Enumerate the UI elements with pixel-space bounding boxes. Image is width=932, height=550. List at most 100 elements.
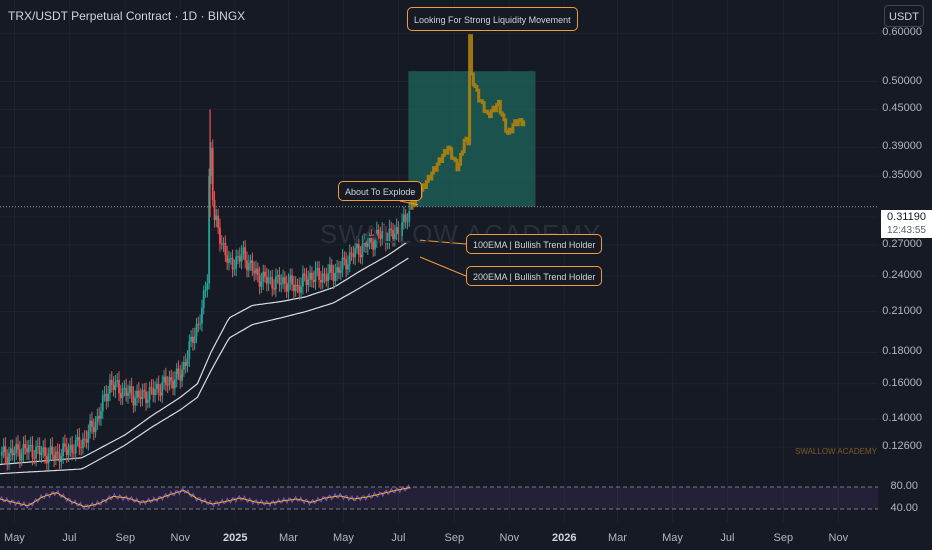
candle-body: [226, 255, 229, 263]
candle-body: [2, 446, 5, 453]
candle-body: [363, 240, 366, 245]
candle-body: [179, 374, 182, 381]
candle-body: [87, 431, 90, 443]
candle-body: [54, 451, 57, 460]
candle-body: [208, 176, 211, 284]
price-tick-label: 0.50000: [882, 74, 922, 87]
candle-body: [255, 268, 257, 274]
candle-body: [101, 395, 104, 412]
candle-body: [251, 260, 254, 271]
candle-body: [172, 380, 174, 389]
candle-body: [366, 243, 369, 247]
candle-body: [339, 269, 342, 273]
price-tick-label: 0.14000: [882, 412, 922, 425]
candle-body: [31, 445, 34, 458]
candle-body: [114, 381, 117, 390]
candle-body: [318, 268, 321, 280]
candle-body: [15, 444, 18, 454]
candle-body: [22, 444, 25, 455]
annotation-explode[interactable]: About To Explode: [338, 181, 423, 201]
candle-body: [397, 227, 400, 234]
candle-body: [323, 273, 326, 276]
candle-body: [274, 276, 277, 290]
candle-body: [154, 388, 156, 395]
candle-body: [89, 420, 92, 432]
symbol-title: TRX/USDT Perpetual Contract · 1D · BINGX: [8, 9, 246, 23]
candle-body: [139, 397, 142, 399]
candle-body: [269, 277, 272, 279]
candle-body: [354, 248, 357, 258]
candle-body: [119, 393, 122, 399]
candle-body: [29, 445, 32, 447]
candle-body: [271, 277, 274, 289]
candle-body: [244, 247, 247, 261]
candle-body: [242, 247, 245, 254]
candle-body: [278, 275, 281, 285]
candle-body: [152, 388, 155, 395]
annotation-ema200[interactable]: 200EMA | Bullish Trend Holder: [466, 266, 603, 286]
candle-body: [201, 307, 203, 324]
candle-body: [64, 443, 66, 447]
candle-body: [24, 444, 27, 449]
candle-body: [210, 148, 212, 177]
candle-body: [80, 447, 83, 449]
candle-body: [159, 392, 162, 396]
candle-body: [26, 448, 28, 453]
candle-body: [161, 382, 164, 396]
candle-body: [253, 270, 256, 274]
candle-body: [247, 262, 250, 271]
price-tick-label: 0.45000: [882, 102, 922, 115]
candle-body: [18, 449, 21, 461]
candle-body: [141, 390, 144, 399]
candle-body: [143, 390, 146, 392]
candle-body: [285, 284, 288, 292]
countdown-timer: 12:43:55: [887, 225, 926, 236]
candle-body: [145, 391, 147, 403]
time-tick-label: 2026: [552, 532, 577, 544]
time-tick-label: May: [662, 532, 683, 544]
candle-body: [91, 420, 93, 428]
candle-body: [73, 452, 75, 454]
candle-body: [190, 336, 193, 342]
candle-body: [256, 268, 259, 276]
rsi-ma-line: [0, 487, 411, 508]
candle-body: [332, 273, 335, 282]
connector-explode: [399, 200, 419, 206]
candle-body: [233, 268, 236, 270]
candle-body: [166, 384, 169, 386]
currency-button[interactable]: USDT: [884, 5, 924, 27]
price-tick-label: 0.12600: [882, 440, 922, 453]
candle-body: [408, 211, 411, 222]
time-tick-label: Sep: [773, 532, 794, 544]
candle-body: [237, 256, 239, 258]
candle-body: [100, 411, 102, 419]
candle-body: [58, 453, 61, 462]
candle-body: [51, 446, 54, 455]
rsi-pane: [0, 484, 878, 511]
candle-body: [164, 376, 167, 385]
candle-body: [296, 284, 299, 286]
candle-body: [137, 390, 140, 398]
candle-body: [121, 388, 124, 399]
annotation-liquidity[interactable]: Looking For Strong Liquidity Movement: [407, 7, 578, 31]
candle-body: [168, 377, 171, 386]
candle-body: [148, 387, 151, 400]
annotation-ema100[interactable]: 100EMA | Bullish Trend Holder: [466, 234, 603, 254]
candle-body: [76, 436, 79, 441]
candle-body: [314, 270, 317, 282]
candle-body: [177, 368, 180, 375]
time-tick-label: Jul: [391, 532, 406, 544]
candle-body: [392, 230, 394, 240]
connector-ema100: [419, 239, 467, 245]
candle-body: [399, 233, 402, 237]
candle-body: [303, 273, 306, 276]
candle-body: [377, 229, 380, 235]
candle-body: [276, 275, 279, 277]
candle-body: [264, 271, 266, 277]
candle-body: [40, 452, 43, 455]
price-tick-label: 0.21000: [882, 304, 922, 317]
candle-body: [347, 264, 349, 270]
candle-body: [215, 215, 218, 220]
candle-body: [283, 277, 286, 285]
